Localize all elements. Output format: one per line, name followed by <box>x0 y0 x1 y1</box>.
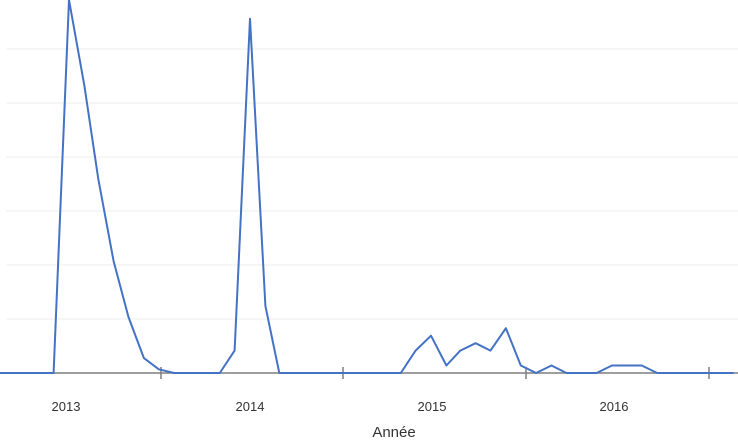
x-axis-tick-labels: 2013 2014 2015 2016 <box>52 399 629 414</box>
x-tick-label-2014: 2014 <box>236 399 265 414</box>
x-tick-label-2015: 2015 <box>418 399 447 414</box>
x-tick-label-2013: 2013 <box>52 399 81 414</box>
x-axis-title: Année <box>372 424 415 440</box>
series-line <box>0 0 734 374</box>
x-tick-label-2016: 2016 <box>600 399 629 414</box>
gridlines <box>6 48 738 320</box>
